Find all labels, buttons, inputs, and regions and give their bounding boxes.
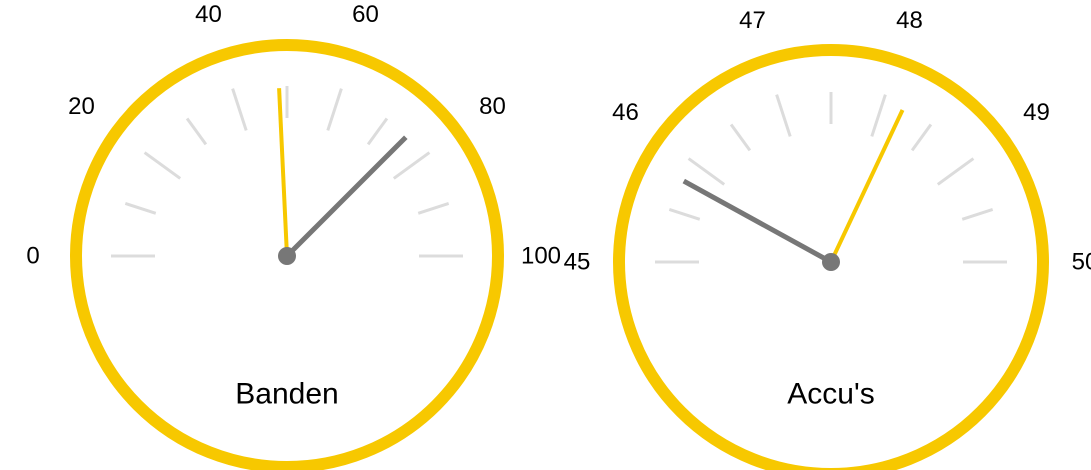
gauge-tick-label: 48	[896, 7, 923, 34]
gauge-minor-tick-mark	[729, 123, 752, 152]
primary-needle	[829, 109, 905, 263]
gauge-tick-label: 20	[68, 93, 95, 120]
gauge-banden: 0 20 40 60 80 100 Banden	[26, 1, 561, 470]
gauge-minor-tick-mark	[417, 202, 450, 215]
gauge-tick-mark	[143, 151, 182, 180]
gauge-tick-label: 60	[352, 1, 379, 28]
gauge-accus: 45 46 47 48 49 50 Accu's	[564, 7, 1091, 470]
gauge-tick-label: 47	[739, 7, 766, 34]
gauge-tick-label: 49	[1023, 99, 1050, 126]
gauge-title: Accu's	[787, 378, 874, 411]
gauge-minor-tick-mark	[124, 202, 157, 215]
gauge-title: Banden	[235, 378, 338, 411]
gauge-tick-label: 46	[612, 99, 639, 126]
gauge-tick-mark	[687, 157, 726, 186]
gauge-minor-tick-mark	[185, 117, 208, 146]
gauge-tick-label: 0	[26, 243, 39, 270]
gauge-tick-label: 50	[1072, 249, 1091, 276]
secondary-needle	[682, 178, 833, 265]
gauge-tick-label: 100	[521, 243, 561, 270]
gauge-tick-mark	[231, 88, 248, 131]
gauge-tick-mark	[326, 88, 343, 131]
gauge-hub	[278, 247, 296, 265]
gauge-minor-tick-mark	[910, 123, 933, 152]
secondary-needle	[285, 135, 408, 258]
gauge-tick-mark	[870, 94, 887, 137]
gauge-tick-mark	[392, 151, 431, 180]
gauge-minor-tick-mark	[668, 208, 701, 221]
gauge-minor-tick-mark	[961, 208, 994, 221]
gauge-tick-label: 80	[479, 93, 506, 120]
primary-needle	[277, 88, 289, 257]
gauge-hub	[822, 253, 840, 271]
gauge-tick-label: 45	[564, 249, 591, 276]
gauge-tick-mark	[775, 94, 792, 137]
gauge-tick-label: 40	[195, 1, 222, 28]
gauge-tick-mark	[936, 157, 975, 186]
gauge-minor-tick-mark	[366, 117, 389, 146]
